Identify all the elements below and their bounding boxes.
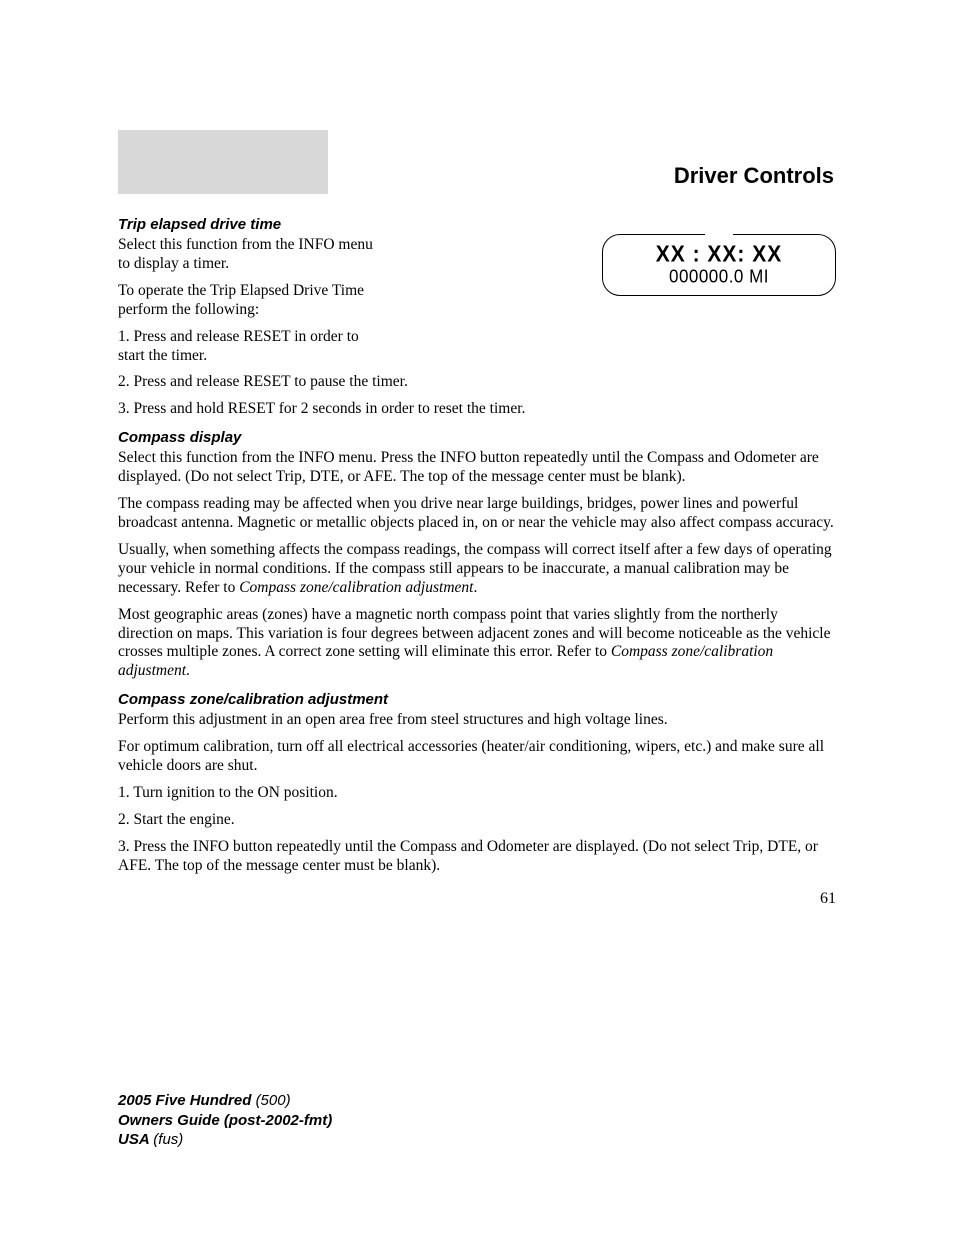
header-title-area: Driver Controls — [328, 130, 836, 194]
footer-italic: (500) — [256, 1092, 291, 1109]
content-area: Trip elapsed drive time Select this func… — [118, 216, 836, 908]
subheading-compass-calibration: Compass zone/calibration adjustment — [118, 691, 836, 708]
body-paragraph: The compass reading may be affected when… — [118, 495, 836, 533]
body-paragraph: To operate the Trip Elapsed Drive Time p… — [118, 282, 378, 320]
text-span: . — [186, 662, 190, 679]
display-time: XX : XX: XX — [656, 242, 783, 268]
subheading-trip-timer: Trip elapsed drive time — [118, 216, 836, 233]
display-odometer: 000000.0 MI — [669, 266, 769, 288]
page-container: Driver Controls Trip elapsed drive time … — [0, 0, 954, 908]
footer-line: USA (fus) — [118, 1130, 332, 1149]
footer-line: 2005 Five Hundred (500) — [118, 1091, 332, 1110]
body-step: 3. Press and hold RESET for 2 seconds in… — [118, 400, 836, 419]
body-paragraph: Select this function from the INFO menu … — [118, 236, 378, 274]
page-number: 61 — [118, 890, 836, 908]
section-title: Driver Controls — [674, 163, 834, 189]
body-paragraph: Most geographic areas (zones) have a mag… — [118, 606, 836, 682]
body-step: 1. Turn ignition to the ON position. — [118, 784, 836, 803]
body-paragraph: Usually, when something affects the comp… — [118, 541, 836, 598]
subheading-compass-display: Compass display — [118, 429, 836, 446]
footer-line: Owners Guide (post-2002-fmt) — [118, 1111, 332, 1130]
trip-timer-section: Trip elapsed drive time Select this func… — [118, 216, 836, 365]
body-step: 1. Press and release RESET in order to s… — [118, 328, 378, 366]
body-step: 3. Press the INFO button repeatedly unti… — [118, 838, 836, 876]
body-step: 2. Press and release RESET to pause the … — [118, 373, 836, 392]
body-step: 2. Start the engine. — [118, 811, 836, 830]
italic-reference: Compass zone/calibration adjustment — [239, 579, 473, 596]
body-paragraph: For optimum calibration, turn off all el… — [118, 738, 836, 776]
header-gray-box — [118, 130, 328, 194]
header-block: Driver Controls — [118, 130, 836, 194]
footer: 2005 Five Hundred (500) Owners Guide (po… — [118, 1091, 332, 1149]
timer-display-box: XX : XX: XX 000000.0 MI — [602, 234, 836, 296]
text-span: . — [473, 579, 477, 596]
footer-bold: 2005 Five Hundred — [118, 1092, 256, 1109]
footer-italic: (fus) — [153, 1131, 183, 1148]
footer-bold: USA — [118, 1131, 153, 1148]
body-paragraph: Perform this adjustment in an open area … — [118, 711, 836, 730]
body-paragraph: Select this function from the INFO menu.… — [118, 449, 836, 487]
